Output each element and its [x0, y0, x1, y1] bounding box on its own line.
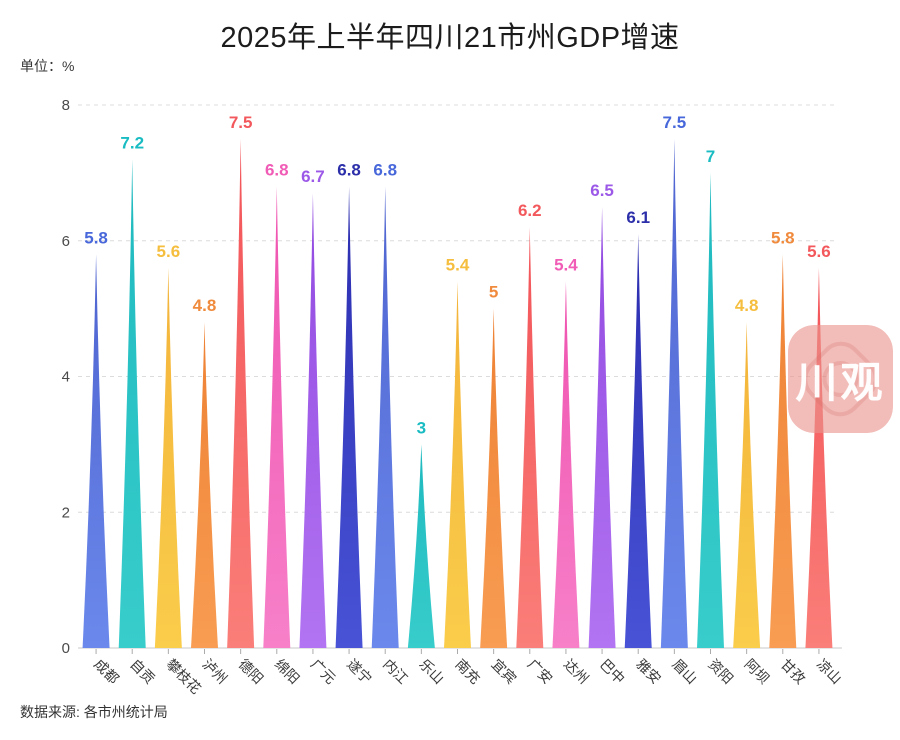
bar-spike-4: [227, 138, 255, 648]
bar-spike-13: [552, 281, 580, 648]
bar-spike-5: [263, 186, 291, 648]
axis-label-5: 绵阳: [272, 656, 303, 687]
axis-label-12: 广安: [525, 656, 556, 687]
value-label-17: 7: [706, 147, 715, 166]
value-label-10: 5.4: [446, 255, 470, 274]
y-tick-label-8: 8: [62, 97, 70, 114]
bar-spike-12: [516, 227, 544, 649]
axis-label-2: 攀枝花: [163, 656, 204, 697]
source-note: 数据来源: 各市州统计局: [20, 704, 168, 720]
value-label-18: 4.8: [735, 296, 759, 315]
axis-label-11: 宜宾: [489, 656, 520, 687]
axis-label-17: 资阳: [705, 656, 736, 687]
watermark-badge: 川观: [788, 325, 893, 433]
axis-label-14: 巴中: [597, 656, 628, 687]
y-tick-label-6: 6: [62, 233, 70, 250]
value-label-2: 5.6: [157, 242, 181, 261]
bar-spike-0: [82, 254, 110, 648]
unit-label: 单位：%: [20, 58, 75, 74]
axis-label-1: 自贡: [127, 656, 158, 687]
chart-title: 2025年上半年四川21市州GDP增速: [220, 22, 680, 54]
bar-spike-14: [588, 206, 616, 648]
bar-spike-17: [697, 172, 724, 648]
bar-spike-19: [769, 254, 797, 648]
bar-spike-3: [191, 322, 218, 648]
bar-spike-1: [118, 159, 146, 649]
bar-spike-2: [154, 267, 182, 648]
axis-label-0: 成都: [91, 656, 122, 687]
bar-spike-15: [624, 233, 652, 648]
value-label-15: 6.1: [626, 208, 650, 227]
value-label-8: 6.8: [373, 160, 397, 179]
value-label-1: 7.2: [120, 133, 144, 152]
bar-spike-11: [480, 308, 508, 648]
bar-spike-18: [733, 322, 761, 648]
value-label-5: 6.8: [265, 160, 289, 179]
watermark-background: [788, 325, 893, 433]
bar-spike-8: [371, 186, 399, 648]
y-tick-label-2: 2: [62, 504, 70, 521]
axis-label-8: 内江: [380, 656, 411, 687]
value-label-3: 4.8: [193, 296, 217, 315]
y-tick-label-0: 0: [62, 640, 70, 657]
bar-spike-20: [805, 267, 833, 648]
axis-label-13: 达州: [561, 656, 592, 687]
axis-label-16: 眉山: [669, 656, 700, 687]
axis-label-6: 广元: [308, 656, 339, 687]
value-label-16: 7.5: [663, 113, 687, 132]
axis-label-15: 雅安: [633, 656, 664, 687]
axis-label-10: 南充: [452, 656, 483, 687]
value-label-9: 3: [417, 418, 426, 437]
value-label-19: 5.8: [771, 228, 795, 247]
watermark-logo-text: 川观: [795, 360, 886, 407]
value-label-4: 7.5: [229, 113, 253, 132]
value-label-12: 6.2: [518, 201, 542, 220]
axis-label-20: 凉山: [814, 656, 845, 687]
y-tick-label-4: 4: [62, 369, 70, 386]
axis-label-19: 甘孜: [778, 656, 809, 687]
bar-spike-10: [444, 281, 471, 648]
axis-label-9: 乐山: [416, 656, 447, 687]
axis-label-3: 泸州: [199, 656, 230, 687]
bar-spike-9: [407, 444, 435, 648]
axis-label-7: 遂宁: [344, 656, 375, 687]
axis-label-4: 德阳: [236, 656, 267, 687]
value-label-6: 6.7: [301, 167, 325, 186]
value-label-20: 5.6: [807, 242, 831, 261]
value-label-14: 6.5: [590, 181, 614, 200]
value-label-0: 5.8: [84, 228, 108, 247]
value-label-7: 6.8: [337, 160, 361, 179]
bar-spike-7: [335, 186, 363, 648]
axis-label-18: 阿坝: [742, 656, 773, 687]
bar-spike-16: [660, 138, 688, 648]
watermark-pattern: [803, 341, 878, 417]
value-label-13: 5.4: [554, 255, 578, 274]
bar-spike-6: [299, 193, 327, 649]
value-label-11: 5: [489, 283, 498, 302]
